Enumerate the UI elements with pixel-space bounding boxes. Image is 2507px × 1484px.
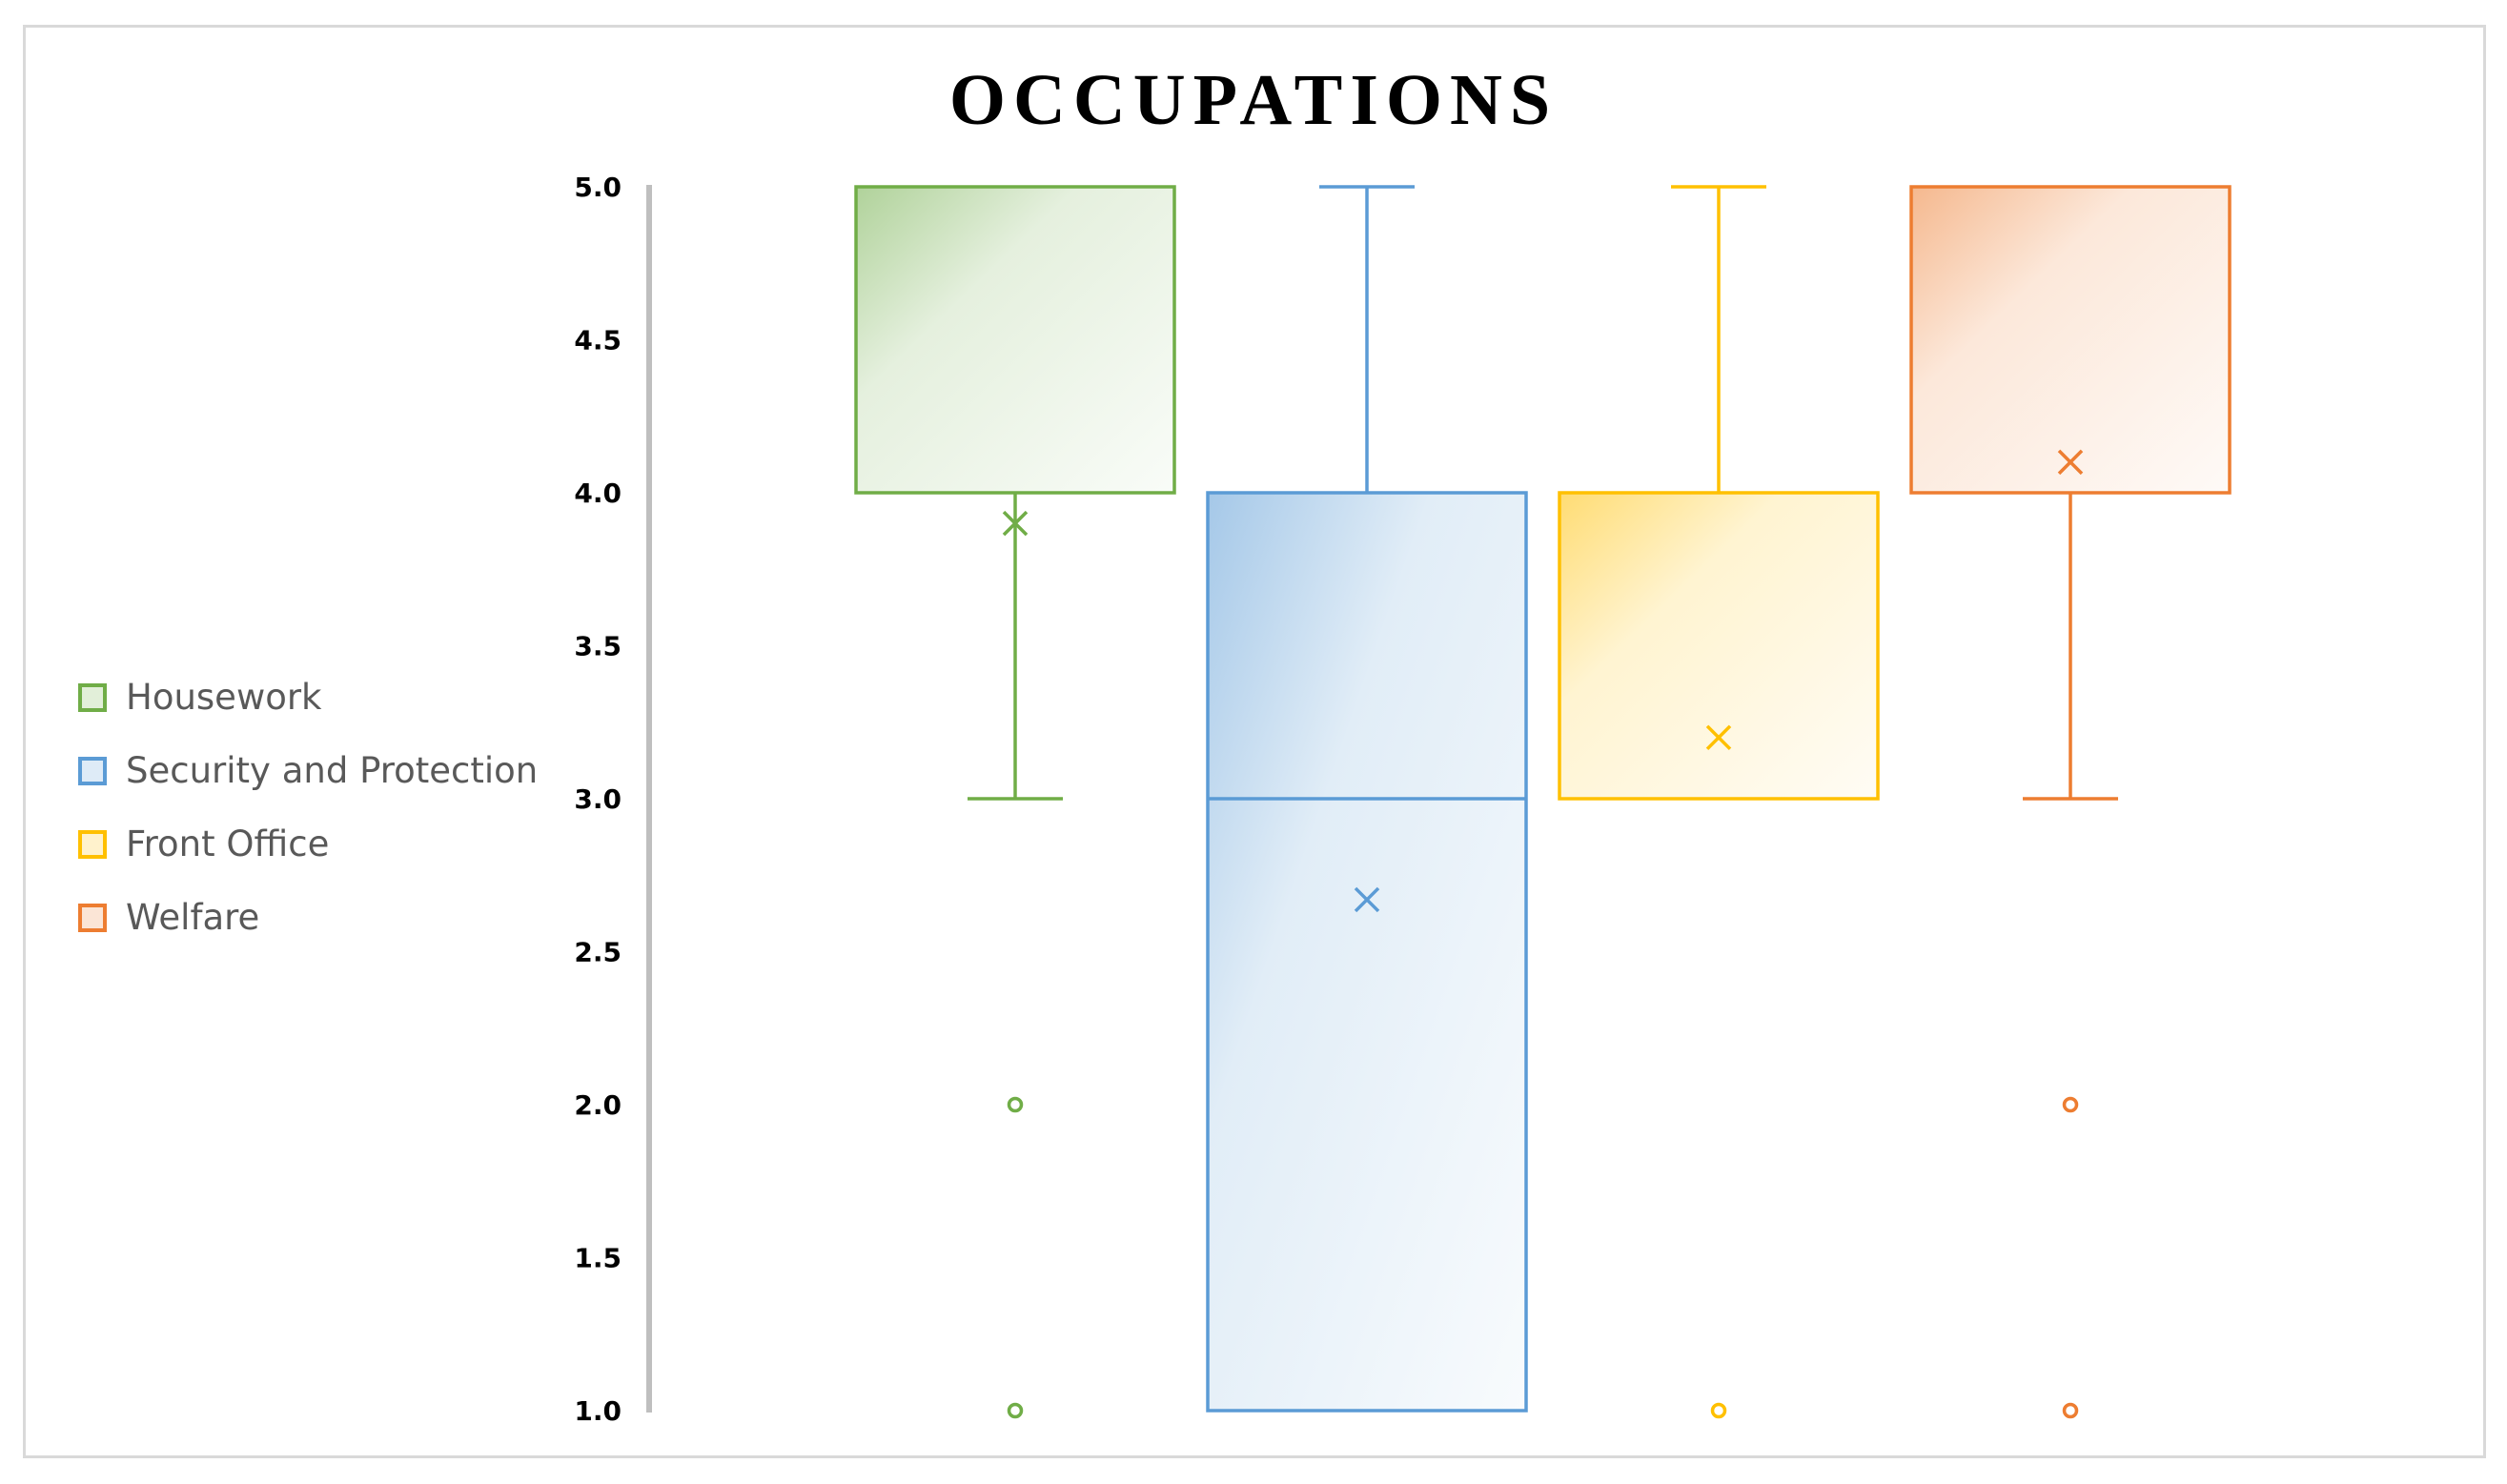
y-tick-label: 1.0	[574, 1395, 622, 1427]
y-tick-label: 4.5	[574, 325, 622, 356]
box-security-and-protection	[1206, 185, 1528, 1413]
mean-marker	[1002, 510, 1029, 537]
box-body	[854, 185, 1176, 495]
legend-swatch	[78, 756, 107, 785]
box-body	[1206, 491, 1528, 1413]
box-body	[1909, 185, 2232, 495]
mean-marker-stroke	[1705, 724, 1732, 751]
legend-label: Welfare	[126, 897, 260, 938]
outlier-point	[1710, 1402, 1727, 1419]
box-welfare	[1909, 185, 2232, 1419]
legend-swatch	[78, 903, 107, 932]
box-body	[1558, 491, 1880, 801]
mean-marker	[1705, 724, 1732, 751]
y-tick-label: 3.5	[574, 631, 622, 662]
legend-item-security-and-protection: Security and Protection	[78, 734, 538, 807]
legend-item-front-office: Front Office	[78, 807, 538, 881]
outlier-point	[2062, 1402, 2079, 1419]
legend-item-housework: Housework	[78, 661, 538, 734]
y-tick-label: 1.5	[574, 1243, 622, 1274]
box-front-office	[1558, 185, 1880, 1419]
legend-swatch	[78, 829, 107, 859]
y-tick-label: 2.0	[574, 1089, 622, 1121]
boxes	[854, 185, 2232, 1419]
y-tick-label: 3.0	[574, 783, 622, 815]
mean-marker-stroke	[2057, 449, 2084, 476]
y-axis-ticks: 1.0 1.5 2.0 2.5 3.0 3.5 4.0 4.5 5.0	[574, 172, 622, 1427]
legend: Housework Security and Protection Front …	[78, 661, 538, 954]
y-tick-label: 4.0	[574, 478, 622, 509]
legend-label: Front Office	[126, 823, 330, 864]
outlier-point	[1007, 1402, 1024, 1419]
outlier-point	[2062, 1096, 2079, 1113]
legend-label: Security and Protection	[126, 750, 539, 791]
y-tick-label: 2.5	[574, 937, 622, 968]
outlier-point	[1007, 1096, 1024, 1113]
box-housework	[854, 185, 1176, 1419]
legend-item-welfare: Welfare	[78, 881, 538, 954]
mean-marker	[1354, 886, 1380, 913]
legend-swatch	[78, 682, 107, 712]
chart-title: OCCUPATIONS	[948, 60, 1559, 140]
legend-label: Housework	[126, 677, 322, 718]
y-tick-label: 5.0	[574, 172, 622, 203]
mean-marker-stroke	[1354, 886, 1380, 913]
mean-marker-stroke	[1002, 510, 1029, 537]
mean-marker	[2057, 449, 2084, 476]
